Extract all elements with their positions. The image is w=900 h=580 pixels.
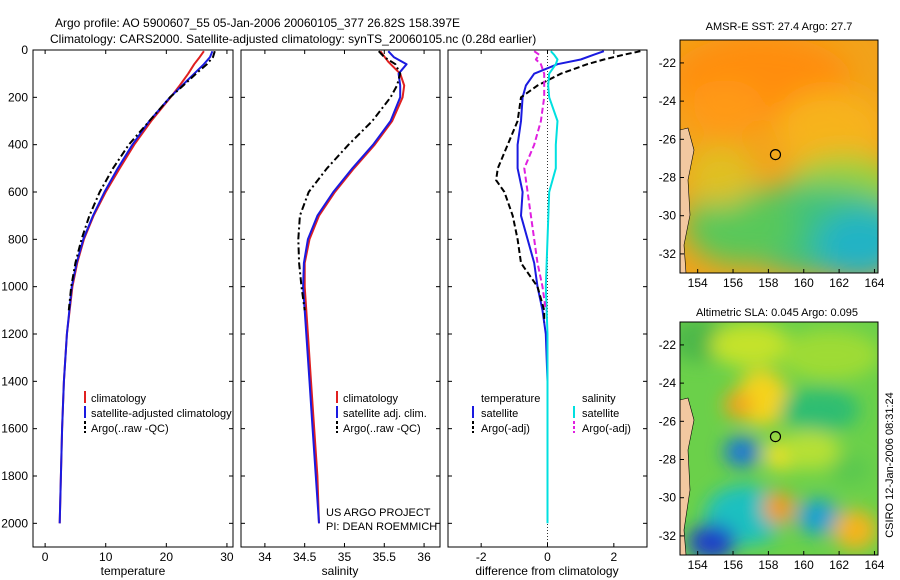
depth-tick-label: 1000 — [1, 280, 28, 294]
sla-map-title: Altimetric SLA: 0.045 Argo: 0.095 — [696, 307, 858, 319]
sla-map-axes: 154 156 158 160 162 164 -22 -24 -26 -28 -30 -32 — [659, 338, 885, 572]
lon-tick-label: 164 — [864, 276, 884, 290]
depth-tick-label: 600 — [8, 185, 28, 199]
legend-label-argo: Argo(..raw -QC) — [343, 423, 421, 435]
difference-legend: temperature satellite Argo(-adj) salinit… — [472, 393, 631, 435]
depth-tick-label: 2000 — [1, 516, 28, 530]
argo-position-marker-sst — [769, 148, 782, 161]
lat-tick-label: -30 — [659, 209, 677, 223]
series-line-temperature-argo-adj- — [495, 50, 641, 323]
legend-label-climatology: climatology — [343, 393, 399, 405]
lat-tick-label: -28 — [659, 171, 677, 185]
lon-tick-label: 160 — [794, 558, 814, 572]
sst-map-axes: 154 156 158 160 162 164 -22 -24 -26 -28 -30 -32 — [659, 56, 885, 290]
lat-tick-label: -32 — [659, 247, 677, 261]
legend-title-temperature: temperature — [481, 393, 540, 405]
lon-tick-label: 158 — [758, 276, 778, 290]
depth-tick-label: 1600 — [1, 422, 28, 436]
x-tick-label: 34.5 — [293, 550, 317, 564]
lon-tick-label: 160 — [794, 276, 814, 290]
sst-map-frame — [679, 39, 879, 274]
sst-map-title: AMSR-E SST: 27.4 Argo: 27.7 — [706, 21, 853, 33]
x-tick-label: 36 — [417, 550, 431, 564]
lat-tick-label: -26 — [659, 132, 677, 146]
sla-map-frame — [679, 321, 879, 556]
x-tick-label: 2 — [610, 550, 617, 564]
lat-tick-label: -22 — [659, 338, 677, 352]
x-tick-label: 35.5 — [373, 550, 397, 564]
lat-tick-label: -28 — [659, 453, 677, 467]
depth-tick-label: 0 — [21, 43, 28, 57]
series-line-satellite-adj-clim- — [302, 50, 408, 524]
depth-tick-label: 1200 — [1, 327, 28, 341]
lon-tick-label: 154 — [688, 276, 708, 290]
legend-title-salinity: salinity — [582, 393, 616, 405]
legend-label-temp-argo: Argo(-adj) — [481, 423, 530, 435]
depth-tick-label: 200 — [8, 90, 28, 104]
x-tick-label: -2 — [476, 550, 487, 564]
depth-tick-label: 1400 — [1, 374, 28, 388]
legend-label-satellite: satellite adj. clim. — [343, 408, 427, 420]
x-tick-label: 0 — [544, 550, 551, 564]
lon-tick-label: 162 — [829, 276, 849, 290]
series-line-climatology — [58, 50, 205, 524]
lat-tick-label: -32 — [659, 529, 677, 543]
header-line-2: Climatology: CARS2000. Satellite-adjuste… — [50, 32, 536, 46]
x-tick-label: 34 — [258, 550, 272, 564]
lon-tick-label: 156 — [723, 276, 743, 290]
pi-label: PI: DEAN ROEMMICH — [326, 521, 437, 533]
legend-label-satellite: satellite-adjusted climatology — [91, 408, 232, 420]
depth-tick-label: 1800 — [1, 469, 28, 483]
lat-tick-label: -24 — [659, 94, 677, 108]
series-line-argo-raw-qc- — [67, 50, 216, 311]
series-line-salinity-satellite — [544, 50, 559, 524]
lon-tick-label: 154 — [688, 558, 708, 572]
timestamp-label: CSIRO 12-Jan-2006 08:31:24 — [884, 392, 896, 538]
legend-label-salt-argo: Argo(-adj) — [582, 423, 631, 435]
sla-map-field — [680, 322, 878, 555]
lon-tick-label: 164 — [864, 558, 884, 572]
lon-tick-label: 156 — [723, 558, 743, 572]
lat-tick-label: -30 — [659, 491, 677, 505]
x-tick-label: 0 — [42, 550, 49, 564]
series-line-satellite-adjusted-climatology — [58, 50, 214, 524]
salinity-plot-frame — [240, 49, 441, 548]
argo-position-marker-sla — [769, 430, 782, 443]
temperature-plot-frame — [32, 49, 234, 548]
temperature-axis-label: temperature — [101, 564, 166, 578]
header-line-1: Argo profile: AO 5900607_55 05-Jan-2006 … — [55, 16, 460, 30]
sst-map-field — [680, 40, 878, 273]
temperature-legend: climatology satellite-adjusted climatolo… — [84, 391, 232, 435]
lat-tick-label: -24 — [659, 376, 677, 390]
legend-label-climatology: climatology — [91, 393, 147, 405]
lat-tick-label: -22 — [659, 56, 677, 70]
salinity-plot: 34 34.5 35 35.5 36 — [258, 50, 431, 564]
legend-label-salt-satellite: satellite — [582, 408, 619, 420]
x-tick-label: 10 — [99, 550, 113, 564]
lat-tick-label: -26 — [659, 414, 677, 428]
temperature-plot: 0 10 20 30 — [42, 50, 234, 564]
legend-label-temp-satellite: satellite — [481, 408, 518, 420]
x-tick-label: 20 — [160, 550, 174, 564]
series-line-climatology — [303, 50, 406, 524]
depth-axis: 0 200 400 600 800 1000 1200 1400 1600 1800 2000 — [1, 43, 647, 530]
difference-plot: -2 0 2 — [476, 50, 641, 564]
salinity-legend: climatology satellite adj. clim. Argo(..… — [336, 391, 427, 435]
x-tick-label: 30 — [220, 550, 234, 564]
x-tick-label: 35 — [338, 550, 352, 564]
lon-tick-label: 162 — [829, 558, 849, 572]
depth-tick-label: 800 — [8, 232, 28, 246]
difference-axis-label: difference from climatology — [475, 564, 618, 578]
series-line-salinity-argo-adj- — [523, 50, 547, 311]
lon-tick-label: 158 — [758, 558, 778, 572]
legend-label-argo: Argo(..raw -QC) — [91, 423, 169, 435]
salinity-axis-label: salinity — [322, 564, 359, 578]
series-line-argo-raw-qc- — [297, 50, 402, 311]
depth-tick-label: 400 — [8, 138, 28, 152]
project-label: US ARGO PROJECT — [326, 507, 431, 519]
